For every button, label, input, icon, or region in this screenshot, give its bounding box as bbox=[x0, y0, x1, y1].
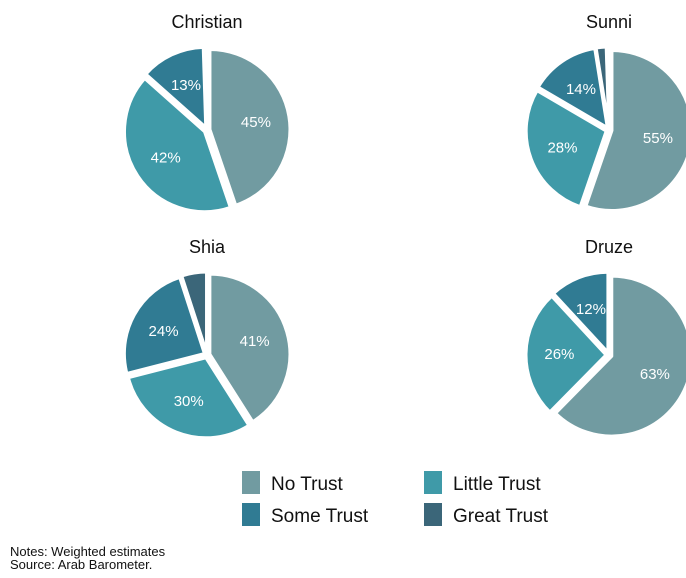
pie-slice-label: 41% bbox=[240, 333, 270, 350]
pie-slice-label: 26% bbox=[544, 346, 574, 363]
pie-christian: Christian 45% 42% 13% bbox=[125, 12, 290, 212]
pie-slice-label: 24% bbox=[149, 323, 179, 340]
legend-label-little-trust: Little Trust bbox=[453, 474, 541, 495]
pie-sunni: Sunni 55% 28% 14% bbox=[526, 12, 686, 210]
pie-slice-label: 14% bbox=[566, 81, 596, 98]
pie-slice-label: 13% bbox=[171, 77, 201, 94]
pie-slice-label: 12% bbox=[576, 301, 606, 318]
legend-swatch-some-trust bbox=[242, 503, 260, 526]
pie-slice-label: 63% bbox=[640, 366, 670, 383]
legend-swatch-little-trust bbox=[424, 471, 442, 494]
legend-label-great-trust: Great Trust bbox=[453, 506, 549, 527]
legend: No Trust Little Trust Some Trust Great T… bbox=[242, 471, 549, 527]
pie-title: Shia bbox=[189, 237, 226, 257]
notes: Notes: Weighted estimates Source: Arab B… bbox=[10, 544, 166, 572]
pie-shia: Shia 41% 30% 24% bbox=[124, 237, 290, 438]
pie-druze: Druze 63% 26% 12% bbox=[526, 237, 686, 436]
pie-slice-label: 28% bbox=[547, 139, 577, 156]
pie-slice-label: 30% bbox=[174, 393, 204, 410]
pie-slice-label: 42% bbox=[151, 149, 181, 166]
source-text: Source: Arab Barometer. bbox=[10, 557, 152, 572]
legend-swatch-no-trust bbox=[242, 471, 260, 494]
legend-swatch-great-trust bbox=[424, 503, 442, 526]
legend-label-some-trust: Some Trust bbox=[271, 506, 369, 527]
pie-slice-label: 55% bbox=[643, 130, 673, 147]
pie-grid: Christian 45% 42% 13% Sunni 55% 28% 14% Shia 41% 3… bbox=[124, 12, 686, 438]
pie-title: Druze bbox=[585, 237, 633, 257]
pie-title: Christian bbox=[171, 12, 242, 32]
pie-slice-label: 45% bbox=[241, 114, 271, 131]
pie-title: Sunni bbox=[586, 12, 632, 32]
legend-label-no-trust: No Trust bbox=[271, 474, 344, 495]
